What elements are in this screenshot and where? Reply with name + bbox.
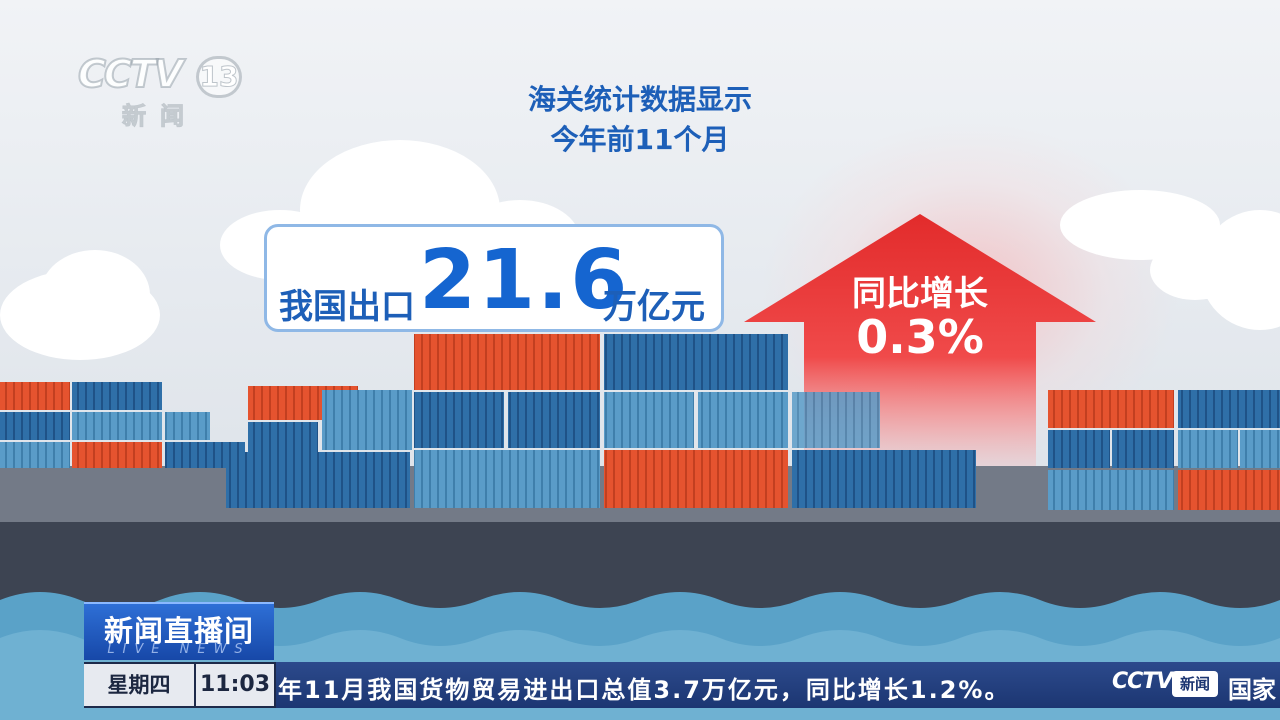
cctv-logo-subtitle: 新闻 [122,102,198,131]
ticker-clock: 11:03 [196,664,274,706]
cctv-logo-brand: CCTV [77,51,184,97]
ticker-cctv-logo: CCTV 新闻 [1112,669,1222,699]
ticker-logo-subtitle: 新闻 [1172,671,1218,697]
headline: 海关统计数据显示 今年前11个月 [440,80,840,160]
ticker-crawl: 年11月我国货物贸易进出口总值3.7万亿元，同比增长1.2%。 CCTV 新闻 … [276,662,1280,708]
growth-value: 0.3% [856,310,984,364]
export-stat-box: 我国出口 21.6 万亿元 [264,224,724,332]
export-value: 21.6 [419,233,630,328]
ticker-headline: 年11月我国货物贸易进出口总值3.7万亿元，同比增长1.2%。 [278,676,1011,704]
cctv-channel-logo: CCTV 13 新闻 [77,51,248,131]
export-unit: 万亿元 [603,287,705,327]
export-label: 我国出口 [279,287,415,327]
program-subtitle: LIVE NEWS [107,642,251,657]
headline-line-2: 今年前11个月 [550,123,730,156]
growth-label: 同比增长 [852,274,988,314]
ticker-weekday: 星期四 [84,664,194,706]
cctv-logo-number: 13 [196,56,242,98]
headline-line-1: 海关统计数据显示 [527,83,752,116]
ticker-next-headline: 国家 [1228,676,1276,704]
program-bug: 新闻直播间 LIVE NEWS [84,602,274,660]
program-title: 新闻直播间 [103,614,254,648]
ticker-logo-brand: CCTV [1112,669,1173,694]
